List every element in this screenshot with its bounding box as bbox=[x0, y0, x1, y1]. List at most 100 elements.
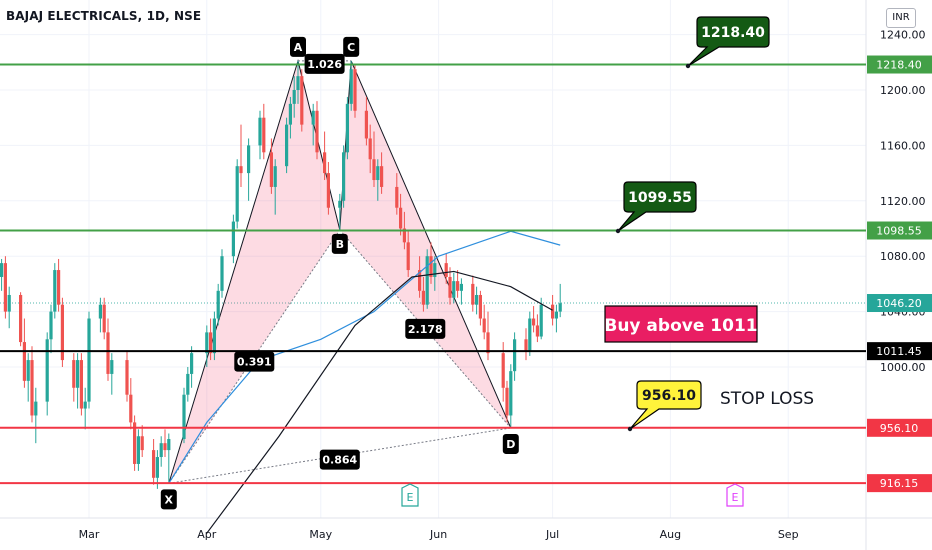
candle-body bbox=[551, 304, 555, 319]
pattern-triangle-bcd bbox=[339, 60, 511, 428]
price-callout-label: 956.10 bbox=[642, 388, 696, 404]
price-tick-label: 1000.00 bbox=[880, 361, 926, 374]
pattern-point-label-bg bbox=[160, 489, 177, 510]
price-axis-badge-label: 956.10 bbox=[880, 422, 919, 435]
price-callout[interactable] bbox=[629, 380, 702, 430]
candle-body bbox=[433, 263, 437, 277]
candle-body bbox=[296, 76, 300, 90]
price-tick-label: 1240.00 bbox=[880, 29, 926, 42]
candle-body bbox=[444, 263, 448, 277]
candle-body bbox=[406, 242, 410, 271]
candle-body bbox=[505, 387, 509, 416]
price-axis-badge-label: 916.15 bbox=[880, 477, 919, 490]
candle-body bbox=[532, 318, 536, 326]
candle-body bbox=[395, 186, 399, 208]
candle-body bbox=[342, 152, 346, 201]
candle-body bbox=[231, 221, 235, 257]
price-callout[interactable] bbox=[687, 16, 770, 67]
candle-body bbox=[501, 353, 505, 388]
candle-body bbox=[136, 436, 140, 464]
candle-body bbox=[247, 145, 251, 174]
candle-body bbox=[45, 339, 49, 402]
candle-body bbox=[262, 117, 266, 153]
candle-body bbox=[3, 263, 7, 312]
candle-body bbox=[49, 311, 53, 340]
price-axis-badge bbox=[867, 474, 932, 493]
candle-body bbox=[539, 304, 543, 337]
buy-annotation-box[interactable] bbox=[604, 305, 758, 343]
price-callout-anchor bbox=[685, 63, 691, 69]
candle-body bbox=[87, 318, 91, 402]
candle-body bbox=[106, 332, 110, 374]
time-tick-label: Jul bbox=[545, 528, 559, 541]
ratio-label-bg bbox=[234, 351, 275, 372]
candle-body bbox=[212, 318, 216, 354]
earnings-event-icon[interactable] bbox=[401, 483, 419, 507]
candle-body bbox=[421, 290, 425, 305]
candle-body bbox=[482, 318, 486, 333]
candle-body bbox=[57, 270, 61, 305]
candle-body bbox=[60, 304, 64, 361]
time-tick-label: May bbox=[309, 528, 332, 541]
candle-body bbox=[315, 110, 319, 153]
ratio-label: 0.391 bbox=[237, 356, 272, 369]
candle-body bbox=[349, 69, 353, 104]
ratio-label: 2.178 bbox=[408, 323, 443, 336]
buy-annotation-text: Buy above 1011 bbox=[604, 316, 757, 336]
candle-body bbox=[429, 256, 433, 277]
candle-body bbox=[535, 325, 539, 337]
currency-label[interactable]: INR bbox=[886, 8, 916, 28]
candle-body bbox=[311, 110, 315, 125]
pattern-triangle-xab bbox=[168, 60, 340, 484]
candle-body bbox=[167, 439, 171, 451]
price-axis-badge bbox=[867, 342, 932, 361]
candle-body bbox=[76, 360, 80, 388]
candle-body bbox=[353, 69, 357, 111]
candle-body bbox=[239, 166, 243, 174]
time-tick-label: Jun bbox=[429, 528, 447, 541]
pattern-point-label-bg bbox=[290, 36, 306, 57]
candle-body bbox=[524, 339, 528, 351]
pattern-point-label: C bbox=[347, 41, 355, 54]
chart-title: BAJAJ ELECTRICALS, 1D, NSE bbox=[6, 9, 202, 23]
candle-body bbox=[478, 294, 482, 319]
time-tick-label: Sep bbox=[778, 528, 799, 541]
price-tick-label: 1200.00 bbox=[880, 84, 926, 97]
candle-body bbox=[190, 353, 194, 374]
candle-body bbox=[475, 294, 479, 305]
moving-average-line bbox=[168, 230, 561, 484]
candle-body bbox=[220, 256, 224, 291]
candle-body bbox=[323, 152, 327, 174]
candle-body bbox=[528, 318, 532, 351]
stop-loss-text: STOP LOSS bbox=[720, 389, 814, 409]
candle-body bbox=[163, 443, 167, 451]
price-callout-anchor bbox=[615, 228, 621, 234]
candle-body bbox=[7, 294, 11, 312]
candle-body bbox=[459, 283, 463, 291]
price-tick-label: 1120.00 bbox=[880, 195, 926, 208]
earnings-event-label: E bbox=[732, 491, 739, 504]
candle-body bbox=[402, 228, 406, 243]
candle-body bbox=[558, 303, 562, 312]
candle-body bbox=[285, 124, 289, 167]
price-axis-badge bbox=[867, 221, 932, 240]
candle-body bbox=[30, 360, 34, 416]
last-price-badge bbox=[867, 294, 932, 313]
earnings-event-icon[interactable] bbox=[726, 483, 744, 507]
price-callout[interactable] bbox=[617, 181, 697, 232]
candle-body bbox=[486, 332, 490, 354]
candle-body bbox=[26, 360, 30, 381]
candle-body bbox=[72, 360, 76, 388]
candle-body bbox=[448, 276, 452, 298]
price-callout-anchor bbox=[627, 426, 633, 432]
candle-body bbox=[19, 294, 23, 343]
candle-body bbox=[102, 304, 106, 333]
candle-body bbox=[452, 281, 456, 298]
candle-body bbox=[152, 450, 156, 478]
pattern-point-label-bg bbox=[343, 36, 360, 57]
price-axis-badge bbox=[867, 418, 932, 437]
candle-body bbox=[300, 76, 304, 125]
time-tick-label: Aug bbox=[660, 528, 681, 541]
